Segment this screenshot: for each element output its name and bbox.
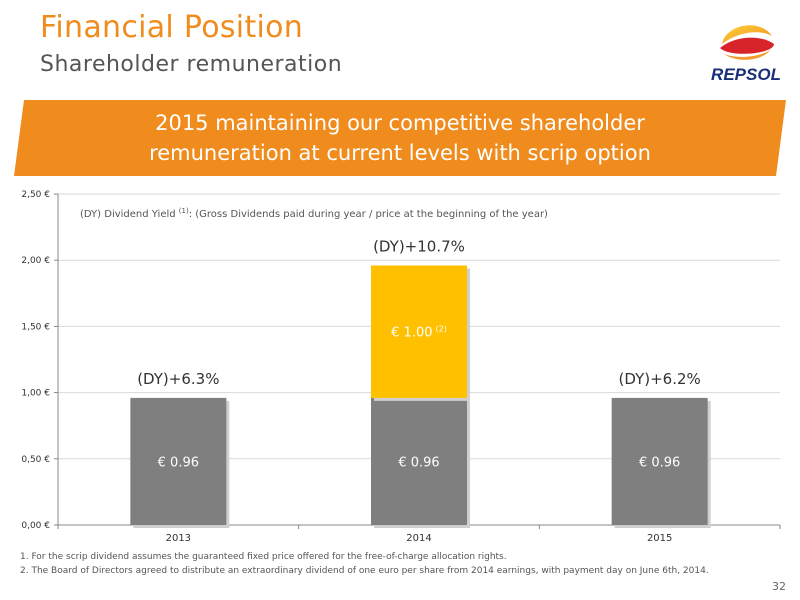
- bar-2014-segment-0: [371, 397, 467, 525]
- y-tick-label: 0,50 €: [21, 455, 50, 465]
- logo-flame-red: [720, 37, 774, 54]
- dividend-yield-label: (DY)+10.7%: [373, 237, 465, 255]
- y-tick-label: 2,50 €: [21, 190, 50, 200]
- banner-shape: [14, 100, 786, 176]
- bar-2015-segment-0: [611, 397, 708, 525]
- page-title: Financial Position: [40, 10, 304, 45]
- footnote-1: 1. For the scrip dividend assumes the gu…: [20, 552, 507, 562]
- page-number: 32: [772, 580, 786, 593]
- bar-value-label: € 1.00 (2): [391, 325, 447, 341]
- bar-value-label: € 0.96: [158, 455, 199, 470]
- x-tick-label: 2015: [647, 533, 672, 544]
- footnotes: 1. For the scrip dividend assumes the gu…: [20, 550, 709, 578]
- bar-2014-segment-1: [371, 265, 467, 398]
- headline-banner: 2015 maintaining our competitive shareho…: [14, 100, 786, 176]
- x-tick-label: 2014: [406, 533, 431, 544]
- banner-text: 2015 maintaining our competitive shareho…: [14, 108, 786, 168]
- banner-line-1: 2015 maintaining our competitive shareho…: [155, 111, 645, 135]
- logo-flame-top: [722, 25, 772, 44]
- y-tick-label: 2,00 €: [21, 256, 50, 266]
- bar-2013-segment-0: [130, 397, 227, 525]
- dividend-yield-label: (DY)+6.3%: [137, 370, 219, 388]
- x-tick-label: 2013: [166, 533, 191, 544]
- repsol-logo: REPSOL: [700, 14, 792, 86]
- dividend-chart: 0,00 € 0,50 € 1,00 € 1,50 € 2,00 € 2,50 € (DY)…: [0, 180, 800, 550]
- bar-value-label: € 0.96: [398, 455, 439, 470]
- logo-flame-bottom: [724, 50, 770, 60]
- page-subtitle: Shareholder remuneration: [40, 52, 343, 77]
- dividend-yield-note: (DY) Dividend Yield (1): (Gross Dividend…: [80, 207, 548, 220]
- dividend-yield-label: (DY)+6.2%: [619, 370, 701, 388]
- y-tick-label: 1,00 €: [21, 389, 50, 399]
- banner-line-2: remuneration at current levels with scri…: [149, 141, 651, 165]
- y-tick-label: 1,50 €: [21, 322, 50, 332]
- bar-value-label: € 0.96: [639, 455, 680, 470]
- chart-canvas: 0,00 € 0,50 € 1,00 € 1,50 € 2,00 € 2,50 € (DY)…: [21, 190, 781, 544]
- repsol-logo-graphic: REPSOL: [711, 25, 781, 84]
- footnote-2: 2. The Board of Directors agreed to dist…: [20, 566, 709, 576]
- y-tick-label: 0,00 €: [21, 521, 50, 531]
- logo-wordmark: REPSOL: [711, 65, 781, 84]
